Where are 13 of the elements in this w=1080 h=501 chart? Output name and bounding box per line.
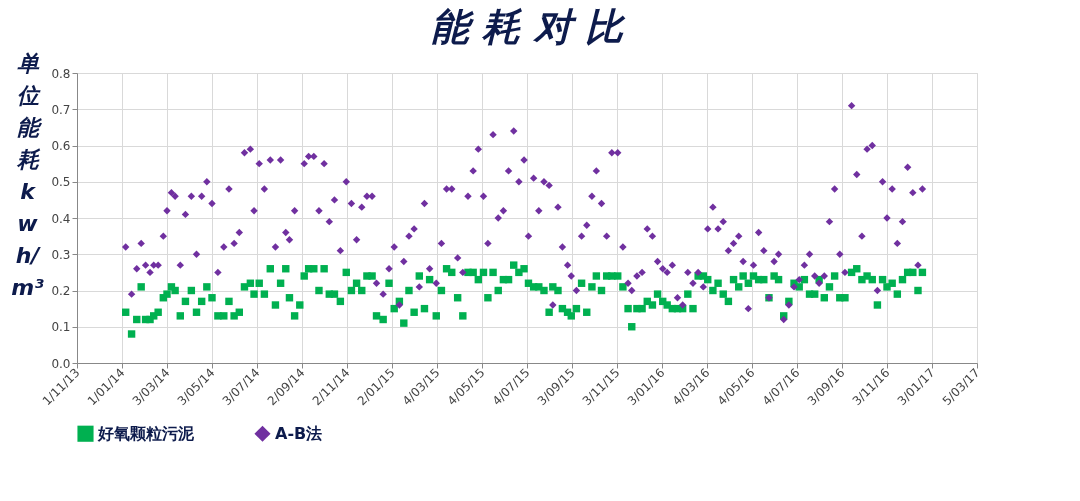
legend-label: A-B法 xyxy=(275,423,323,443)
y-tick-label: 0.7 xyxy=(51,102,71,117)
y-axis-title: 单位能耗kwh/m³ xyxy=(11,50,45,300)
legend-label: 好氧颗粒污泥 xyxy=(97,423,195,443)
y-tick-label: 0.1 xyxy=(51,320,71,335)
y-tick-label: 0.5 xyxy=(51,175,71,190)
y-tick-label: 0.8 xyxy=(51,66,71,81)
y-tick-label: 0.6 xyxy=(51,139,71,153)
chart-title: 能 耗 对 比 xyxy=(431,5,626,49)
y-tick-label: 0.4 xyxy=(51,211,71,226)
y-tick-label: 0.3 xyxy=(51,247,71,262)
y-tick-label: 0.0 xyxy=(51,356,71,371)
y-tick-label: 0.2 xyxy=(51,284,71,298)
